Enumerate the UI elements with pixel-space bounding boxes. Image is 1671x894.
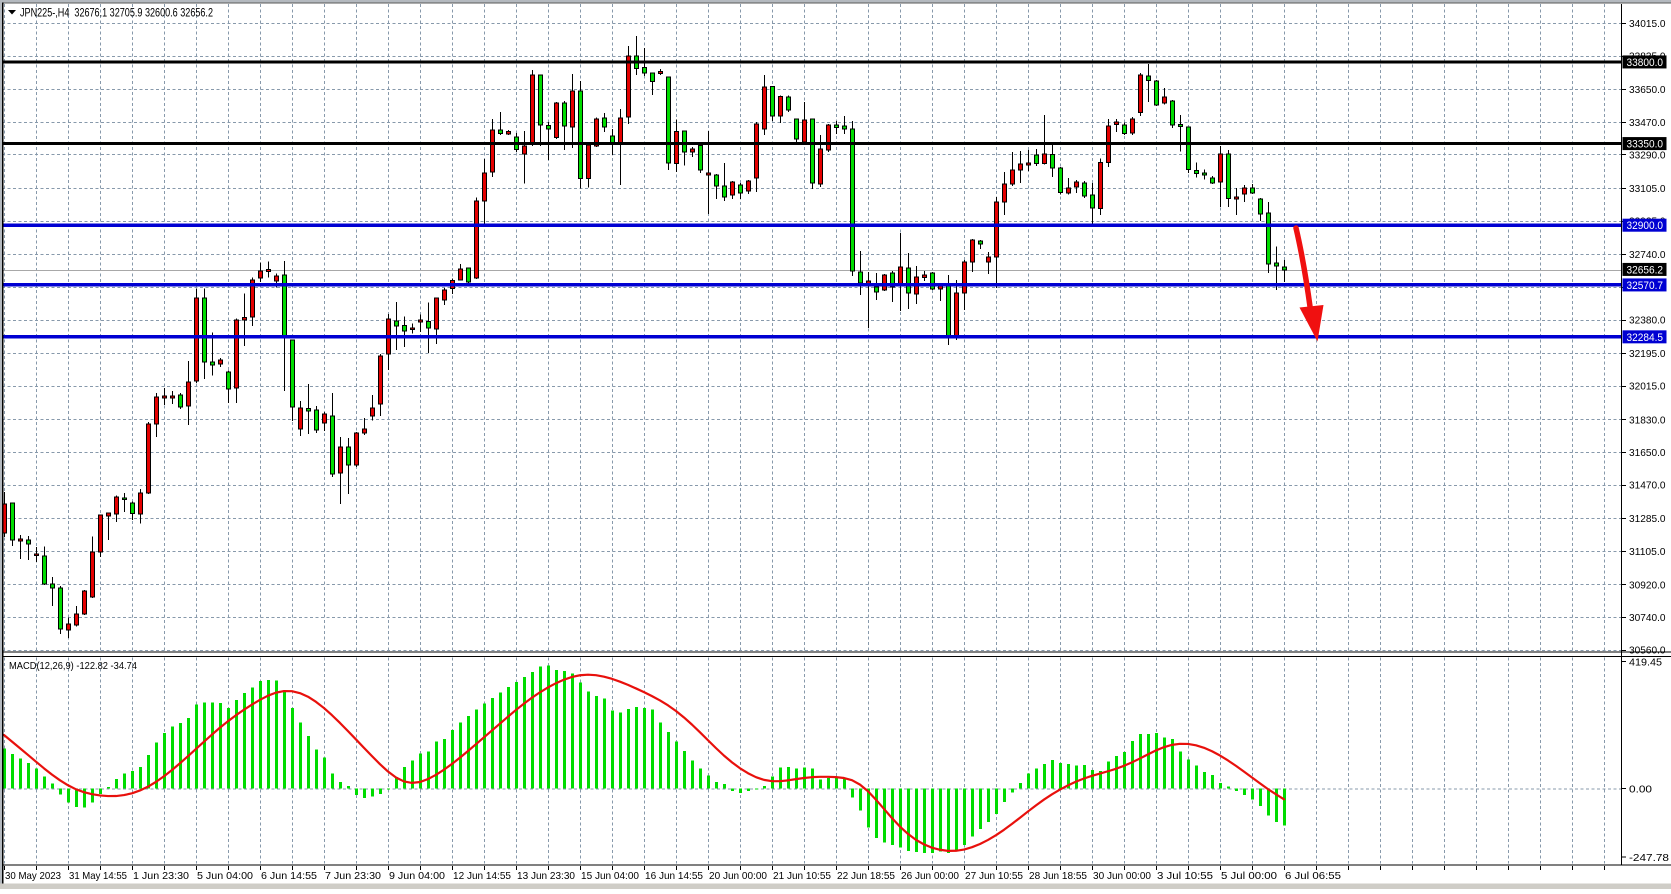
- svg-text:7 Jun 23:30: 7 Jun 23:30: [325, 870, 381, 882]
- svg-text:32195.0: 32195.0: [1629, 348, 1666, 360]
- svg-text:34015.0: 34015.0: [1629, 18, 1666, 30]
- svg-text:6 Jul 06:55: 6 Jul 06:55: [1285, 870, 1341, 882]
- svg-text:MACD(12,26,9) -122.82 -34.74: MACD(12,26,9) -122.82 -34.74: [9, 660, 137, 672]
- svg-text:30920.0: 30920.0: [1629, 579, 1666, 591]
- svg-text:-247.78: -247.78: [1629, 852, 1669, 864]
- svg-text:12 Jun 14:55: 12 Jun 14:55: [453, 870, 511, 882]
- svg-text:419.45: 419.45: [1629, 656, 1662, 668]
- svg-text:31 May 14:55: 31 May 14:55: [69, 870, 127, 882]
- svg-text:13 Jun 23:30: 13 Jun 23:30: [517, 870, 575, 882]
- svg-text:6 Jun 14:55: 6 Jun 14:55: [261, 870, 317, 882]
- svg-text:33290.0: 33290.0: [1629, 149, 1666, 161]
- svg-text:JPN225-,H4 32676.1 32705.9 32: JPN225-,H4 32676.1 32705.9 32600.6 32656…: [20, 6, 213, 20]
- svg-text:33470.0: 33470.0: [1629, 117, 1666, 129]
- svg-text:9 Jun 04:00: 9 Jun 04:00: [389, 870, 445, 882]
- svg-text:31105.0: 31105.0: [1629, 546, 1666, 558]
- svg-text:5 Jul 00:00: 5 Jul 00:00: [1221, 870, 1277, 882]
- svg-text:3 Jul 10:55: 3 Jul 10:55: [1157, 870, 1213, 882]
- svg-text:28 Jun 18:55: 28 Jun 18:55: [1029, 870, 1087, 882]
- svg-text:32015.0: 32015.0: [1629, 381, 1666, 393]
- svg-text:30 May 2023: 30 May 2023: [5, 870, 61, 882]
- svg-text:22 Jun 18:55: 22 Jun 18:55: [837, 870, 895, 882]
- svg-text:32740.0: 32740.0: [1629, 249, 1666, 261]
- svg-text:1 Jun 23:30: 1 Jun 23:30: [133, 870, 189, 882]
- svg-text:31650.0: 31650.0: [1629, 447, 1666, 459]
- svg-text:30740.0: 30740.0: [1629, 612, 1666, 624]
- svg-text:16 Jun 14:55: 16 Jun 14:55: [645, 870, 703, 882]
- svg-text:33350.0: 33350.0: [1627, 139, 1664, 151]
- svg-text:33650.0: 33650.0: [1629, 84, 1666, 96]
- svg-text:0.00: 0.00: [1629, 784, 1652, 796]
- svg-text:21 Jun 10:55: 21 Jun 10:55: [773, 870, 831, 882]
- svg-text:31285.0: 31285.0: [1629, 513, 1666, 525]
- svg-text:5 Jun 04:00: 5 Jun 04:00: [197, 870, 253, 882]
- svg-text:20 Jun 00:00: 20 Jun 00:00: [709, 870, 767, 882]
- svg-text:30 Jun 00:00: 30 Jun 00:00: [1093, 870, 1151, 882]
- svg-text:33800.0: 33800.0: [1627, 57, 1664, 69]
- svg-text:33105.0: 33105.0: [1629, 183, 1666, 195]
- svg-text:31470.0: 31470.0: [1629, 480, 1666, 492]
- svg-text:32900.0: 32900.0: [1627, 220, 1664, 232]
- svg-text:32380.0: 32380.0: [1629, 315, 1666, 327]
- svg-text:15 Jun 04:00: 15 Jun 04:00: [581, 870, 639, 882]
- svg-text:32656.2: 32656.2: [1627, 264, 1664, 276]
- svg-text:30560.0: 30560.0: [1629, 645, 1666, 657]
- svg-text:32284.5: 32284.5: [1627, 332, 1664, 344]
- svg-text:27 Jun 10:55: 27 Jun 10:55: [965, 870, 1023, 882]
- svg-text:26 Jun 00:00: 26 Jun 00:00: [901, 870, 959, 882]
- svg-text:31830.0: 31830.0: [1629, 414, 1666, 426]
- svg-text:32570.7: 32570.7: [1627, 280, 1664, 292]
